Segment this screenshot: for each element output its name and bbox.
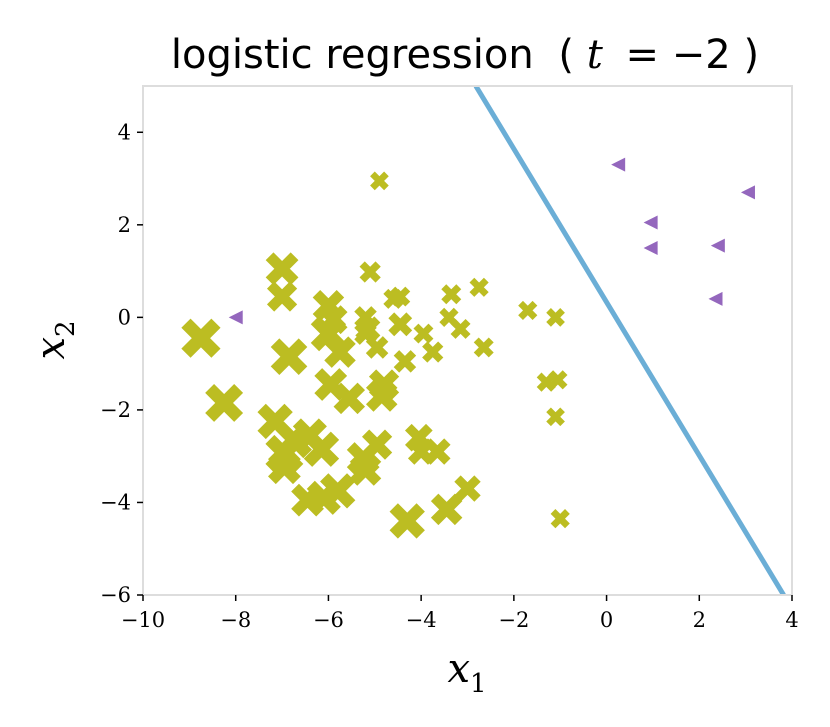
title-open-paren: ( — [558, 32, 574, 78]
negative-point — [424, 438, 451, 465]
plot-frame — [142, 85, 793, 596]
x-tick-label: 0 — [600, 608, 613, 632]
negative-point — [430, 493, 463, 526]
y-tick-label: 2 — [118, 213, 131, 237]
x-axis-label-sub: 1 — [470, 669, 487, 699]
negative-point — [265, 252, 299, 286]
y-tick-label: −4 — [100, 490, 131, 514]
negative-point — [550, 509, 570, 529]
chart-title: logistic regression ( t = −2 ) — [171, 32, 759, 78]
negative-point — [548, 370, 568, 390]
negative-point — [546, 407, 565, 427]
title-close-paren: ) — [743, 32, 759, 78]
negative-point — [441, 284, 462, 305]
negative-point — [333, 382, 366, 415]
positive-point — [710, 238, 725, 253]
negative-point — [518, 300, 538, 321]
positive-point — [740, 185, 755, 200]
x-axis-label-var: x — [447, 646, 470, 692]
y-tick-label: 0 — [118, 305, 131, 329]
x-tick-label: −2 — [498, 608, 529, 632]
negative-point — [469, 277, 489, 297]
title-equals-value: = −2 — [626, 32, 731, 78]
negative-point — [181, 318, 221, 358]
negative-point — [320, 473, 356, 509]
negative-point — [450, 318, 471, 339]
negative-point — [365, 380, 398, 412]
decision-boundary-line — [473, 86, 786, 595]
negative-point — [388, 312, 413, 337]
title-variable: t — [587, 32, 604, 78]
negative-point — [349, 454, 382, 486]
negative-point — [205, 384, 244, 422]
positive-point — [228, 310, 243, 325]
negative-point — [393, 350, 417, 373]
y-axis-label-sub: 2 — [51, 320, 81, 337]
negative-point — [365, 336, 389, 359]
positive-point — [643, 215, 658, 230]
positive-point — [708, 291, 723, 306]
x-axis: −10 −8 −6 −4 −2 0 2 4 — [121, 595, 799, 632]
negative-point — [413, 323, 434, 344]
negative-point — [359, 261, 381, 283]
negative-point — [303, 431, 340, 467]
negative-point — [546, 308, 565, 327]
x-tick-label: 4 — [785, 608, 798, 632]
plot-area — [181, 86, 786, 595]
chart-title-text: logistic regression ( t = −2 ) — [171, 32, 759, 78]
negative-point — [270, 338, 308, 376]
x-axis-label: x1 — [447, 646, 486, 699]
title-main: logistic regression — [171, 32, 534, 78]
y-tick-label: −6 — [100, 583, 131, 607]
y-axis-label-var: x — [28, 337, 74, 360]
x-tick-label: 2 — [693, 608, 706, 632]
x-tick-label: −4 — [406, 608, 437, 632]
x-tick-label: −6 — [313, 608, 344, 632]
negative-point — [454, 475, 481, 502]
x-tick-label: −8 — [220, 608, 251, 632]
negative-point — [370, 171, 389, 191]
negative-point — [473, 337, 494, 358]
y-axis-label: x2 — [28, 320, 81, 359]
negative-point — [318, 305, 348, 335]
y-axis: −6 −4 −2 0 2 4 — [100, 120, 143, 607]
positive-point — [643, 240, 658, 255]
negative-point — [267, 451, 301, 485]
x-tick-label: −10 — [121, 608, 165, 632]
negative-point — [324, 336, 356, 368]
negative-point — [266, 281, 298, 312]
negative-point — [390, 286, 411, 307]
negative-point — [361, 429, 393, 460]
negative-point — [422, 341, 444, 363]
positive-point — [611, 157, 626, 172]
negative-point — [389, 503, 425, 539]
y-tick-label: 4 — [118, 120, 131, 144]
y-tick-label: −2 — [100, 398, 131, 422]
